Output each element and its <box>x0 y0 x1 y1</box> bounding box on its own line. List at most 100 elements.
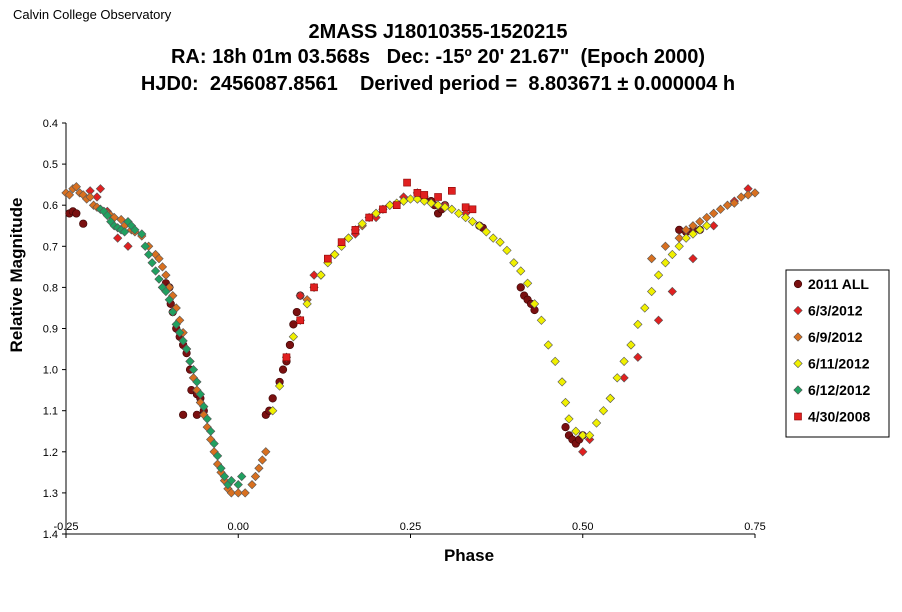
data-point <box>351 226 360 234</box>
data-point <box>561 423 570 432</box>
data-point <box>171 319 181 330</box>
chart-title-line-1: 2MASS J18010355-1520215 <box>308 21 568 43</box>
data-point <box>591 418 602 428</box>
data-point <box>695 217 705 227</box>
data-point <box>434 193 442 201</box>
data-point <box>144 249 154 260</box>
legend-entry: 6/11/2012 <box>808 356 870 372</box>
data-point <box>226 475 236 486</box>
data-point <box>150 266 161 276</box>
data-point <box>647 286 657 297</box>
data-point <box>240 488 250 498</box>
x-tick-label: 0.00 <box>228 521 249 533</box>
data-point <box>633 319 643 330</box>
data-point <box>92 192 102 202</box>
data-point <box>316 270 326 280</box>
data-point <box>233 488 243 498</box>
data-point <box>212 451 223 461</box>
y-tick-label: 0.7 <box>43 241 58 253</box>
y-tick-label: 1.2 <box>43 447 58 459</box>
x-tick-label: 0.75 <box>744 521 765 533</box>
data-point <box>365 213 373 222</box>
data-point <box>102 210 112 221</box>
data-point <box>64 190 75 200</box>
x-tick-label: 0.25 <box>400 521 421 533</box>
data-point <box>209 438 219 449</box>
data-point <box>447 204 457 214</box>
data-point <box>550 356 560 367</box>
data-point <box>667 286 677 297</box>
data-point <box>702 221 712 231</box>
data-point <box>330 249 340 260</box>
data-point <box>426 198 436 208</box>
legend-marker <box>793 332 803 342</box>
data-point <box>295 290 305 301</box>
data-point <box>571 426 581 436</box>
data-point <box>403 178 411 187</box>
data-point <box>192 377 202 387</box>
legend-marker <box>793 305 803 316</box>
data-point <box>557 377 567 387</box>
data-point <box>461 203 470 212</box>
data-point <box>709 208 719 219</box>
data-point <box>79 219 88 228</box>
data-point <box>371 208 381 219</box>
data-point <box>688 254 698 264</box>
data-point <box>161 286 171 297</box>
data-point <box>598 406 609 416</box>
data-point <box>113 233 123 243</box>
data-point <box>405 194 416 204</box>
data-point <box>147 258 157 268</box>
data-point <box>379 205 387 214</box>
data-point <box>560 397 571 408</box>
data-point <box>619 373 629 383</box>
data-point <box>123 241 133 251</box>
data-point <box>743 190 753 200</box>
data-point <box>715 204 726 214</box>
data-point <box>282 353 291 362</box>
x-axis-label: Phase <box>444 546 494 565</box>
y-tick-label: 0.4 <box>43 118 58 130</box>
data-point <box>137 229 147 239</box>
data-point <box>268 394 277 403</box>
data-point <box>168 307 178 317</box>
y-tick-label: 1.1 <box>43 406 58 418</box>
data-point <box>398 196 409 206</box>
data-point <box>729 198 739 208</box>
data-point <box>257 455 267 465</box>
legend-entry: 2011 ALL <box>808 276 869 292</box>
data-point <box>140 241 150 251</box>
data-point <box>413 189 422 197</box>
data-point <box>302 299 312 309</box>
data-point <box>310 283 318 292</box>
legend-marker <box>793 385 803 395</box>
data-point <box>736 192 746 202</box>
data-point <box>261 447 271 457</box>
legend: 2011 ALL 6/3/2012 6/9/2012 6/11/2012 6/12/20… <box>785 269 890 438</box>
data-point <box>440 202 450 212</box>
data-point <box>695 225 705 235</box>
data-point <box>688 229 698 239</box>
data-point <box>516 283 525 292</box>
data-point <box>72 209 81 218</box>
data-point <box>278 365 288 374</box>
data-point <box>488 233 498 243</box>
data-point <box>285 340 295 350</box>
data-point <box>178 336 188 346</box>
data-point <box>292 307 301 317</box>
series-4 <box>95 204 247 490</box>
data-point <box>495 237 505 247</box>
data-point <box>296 316 305 325</box>
y-tick-label: 0.6 <box>43 200 58 212</box>
data-point <box>419 196 429 206</box>
data-point <box>250 471 261 482</box>
chart-title-line-2: RA: 18h 01m 03.568s Dec: -15º 20' 21.67"… <box>170 46 706 68</box>
data-point <box>95 184 106 194</box>
data-point <box>357 219 367 229</box>
data-point <box>226 488 236 498</box>
data-point <box>219 471 230 482</box>
x-tick-label: -0.25 <box>53 521 78 533</box>
data-point <box>585 430 595 440</box>
data-point <box>502 245 512 256</box>
